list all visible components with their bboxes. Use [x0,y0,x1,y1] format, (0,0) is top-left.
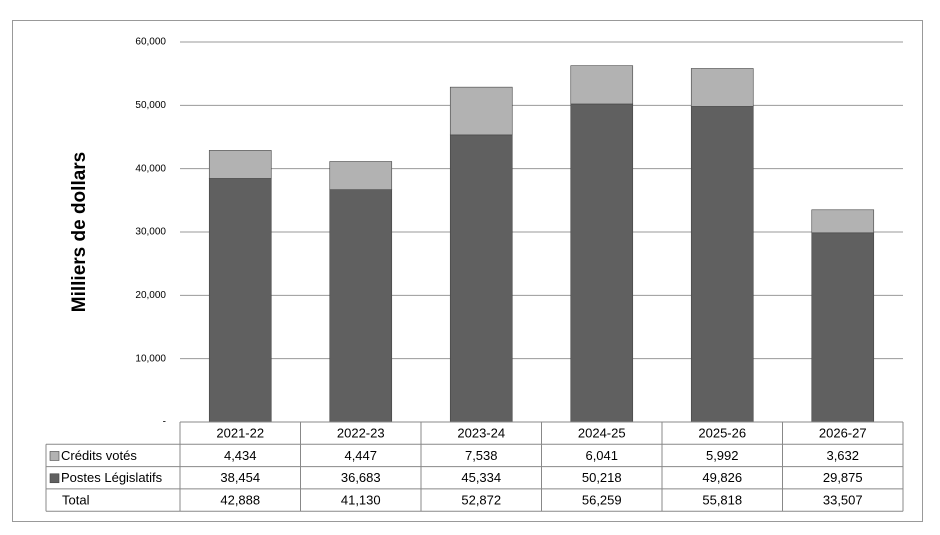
table-value: 36,683 [341,470,381,485]
bar-segment [449,134,513,423]
legend-swatch [49,473,60,484]
legend-label: Crédits votés [61,448,137,463]
table-value: 38,454 [220,470,260,485]
bar-segment [570,103,634,423]
y-tick-label: 10,000 [135,353,166,364]
table-value: 5,992 [706,448,739,463]
y-tick-label: 50,000 [135,100,166,111]
legend-label: Postes Législatifs [61,470,163,485]
x-tick-label: 2026-27 [819,426,867,441]
total-value: 55,818 [702,492,742,507]
table-value: 4,434 [224,448,257,463]
bar-segment [208,178,272,423]
total-value: 33,507 [823,492,863,507]
x-tick-label: 2021-22 [216,426,264,441]
x-tick-label: 2024-25 [578,426,626,441]
bar-segment [329,189,393,423]
table-value: 7,538 [465,448,498,463]
table-value: 29,875 [823,470,863,485]
y-tick-label: - [163,417,166,428]
total-value: 42,888 [220,492,260,507]
table-value: 6,041 [585,448,618,463]
table-value: 3,632 [826,448,859,463]
bar-segment [690,68,754,107]
bar-segment [811,209,875,234]
y-tick-label: 40,000 [135,163,166,174]
bar-segment [329,161,393,190]
bar-segment [811,232,875,423]
table-value: 45,334 [461,470,501,485]
total-value: 41,130 [341,492,381,507]
bar-segment [208,150,272,179]
y-axis-label: Milliers de dollars [69,152,90,313]
x-tick-label: 2022-23 [337,426,385,441]
bar-segment [449,86,513,136]
y-tick-label: 30,000 [135,227,166,238]
x-tick-label: 2025-26 [698,426,746,441]
y-tick-label: 20,000 [135,290,166,301]
total-label: Total [62,492,90,507]
y-tick-label: 60,000 [135,37,166,48]
x-tick-label: 2023-24 [457,426,505,441]
table-value: 49,826 [702,470,742,485]
bar-segment [690,106,754,423]
total-value: 52,872 [461,492,501,507]
total-value: 56,259 [582,492,622,507]
table-value: 4,447 [344,448,377,463]
table-value: 50,218 [582,470,622,485]
bar-segment [570,65,634,105]
legend-swatch [49,451,60,461]
